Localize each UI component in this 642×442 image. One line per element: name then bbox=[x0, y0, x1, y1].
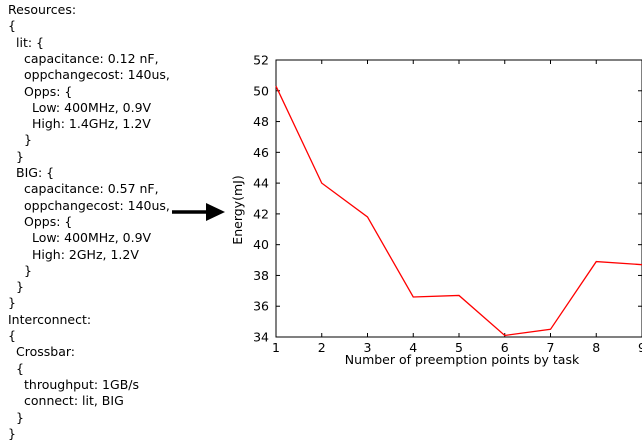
y-tick-label: 44 bbox=[253, 176, 269, 191]
config-line: throughput: 1GB/s bbox=[24, 376, 139, 392]
config-line: } bbox=[16, 279, 24, 295]
config-line: capacitance: 0.57 nF, bbox=[24, 181, 159, 197]
resource-config-listing: Resources:{lit: {capacitance: 0.12 nF, op… bbox=[0, 0, 200, 441]
config-line: Low: 400MHz, 0.9V bbox=[32, 230, 152, 246]
config-line: Opps: { bbox=[24, 83, 73, 99]
config-line: lit: { bbox=[16, 34, 44, 50]
x-axis-label: Number of preemption points by task bbox=[345, 352, 580, 367]
y-tick-label: 34 bbox=[253, 330, 269, 345]
config-line: { bbox=[8, 18, 16, 34]
y-tick-label: 52 bbox=[253, 53, 269, 68]
x-tick-label: 2 bbox=[318, 340, 326, 355]
y-tick-label: 46 bbox=[253, 145, 269, 160]
x-tick-label: 1 bbox=[272, 340, 280, 355]
config-line: Interconnect: bbox=[8, 311, 92, 327]
config-line: } bbox=[24, 262, 32, 278]
y-tick-label: 38 bbox=[253, 268, 269, 283]
config-line: { bbox=[8, 328, 16, 343]
x-tick-label: 9 bbox=[638, 340, 642, 355]
config-line: Opps: { bbox=[24, 213, 73, 229]
config-line: connect: lit, BIG bbox=[24, 393, 124, 409]
x-tick-label: 7 bbox=[547, 340, 555, 355]
series-line bbox=[275, 85, 642, 337]
y-tick-label: 48 bbox=[253, 114, 269, 129]
config-line: oppchangecost: 140us, bbox=[24, 197, 170, 213]
config-line: } bbox=[16, 148, 24, 164]
config-line: Crossbar: bbox=[16, 344, 75, 360]
y-axis-label: Energy(mJ) bbox=[230, 175, 245, 244]
x-axis-ticks: 1 2 3 4 5 6 7 8 9 bbox=[272, 60, 642, 355]
config-line: High: 1.4GHz, 1.2V bbox=[32, 116, 151, 132]
config-line: capacitance: 0.12 nF, bbox=[24, 50, 159, 66]
y-tick-label: 50 bbox=[253, 83, 269, 98]
right-arrow-icon bbox=[172, 203, 225, 221]
config-line: } bbox=[24, 132, 32, 148]
config-line: } bbox=[8, 425, 16, 441]
x-tick-label: 8 bbox=[592, 340, 600, 355]
config-line: High: 2GHz, 1.2V bbox=[32, 246, 139, 262]
y-tick-label: 40 bbox=[253, 237, 269, 252]
x-tick-label: 6 bbox=[501, 340, 509, 355]
x-tick-label: 3 bbox=[364, 340, 372, 355]
config-line: Resources: bbox=[8, 2, 77, 17]
x-tick-label: 4 bbox=[409, 340, 417, 355]
y-tick-label: 36 bbox=[253, 299, 269, 314]
y-axis-ticks: 34 36 38 40 42 44 46 48 50 52 bbox=[253, 53, 642, 345]
config-line: { bbox=[16, 360, 24, 376]
config-line: } bbox=[8, 295, 16, 311]
x-tick-label: 5 bbox=[455, 340, 463, 355]
config-line: BIG: { bbox=[16, 165, 55, 180]
y-tick-label: 42 bbox=[253, 206, 269, 221]
config-line: Low: 400MHz, 0.9V bbox=[32, 99, 152, 115]
config-line: } bbox=[16, 409, 24, 425]
config-line: oppchangecost: 140us, bbox=[24, 67, 170, 83]
